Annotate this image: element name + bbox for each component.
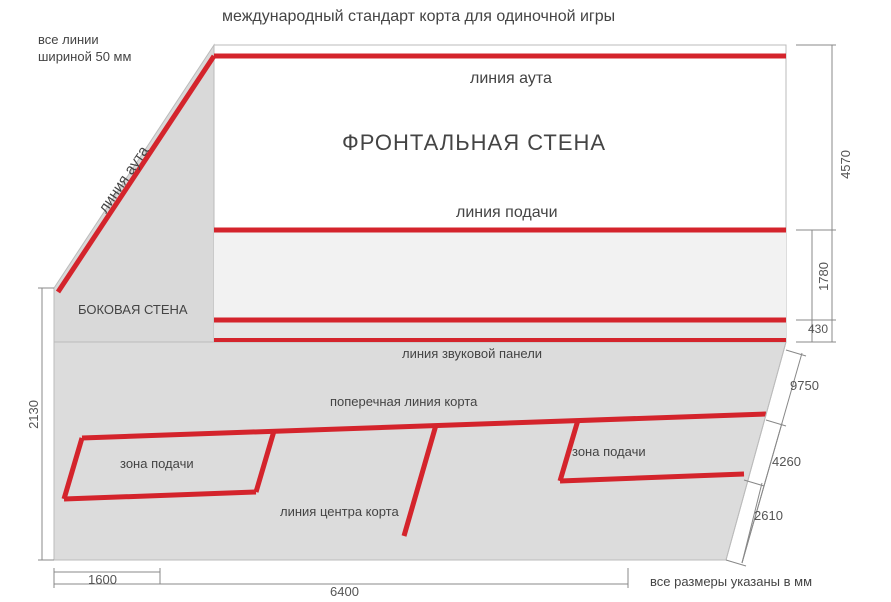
side-wall-label: БОКОВАЯ СТЕНА bbox=[78, 302, 188, 317]
dim-1780: 1780 bbox=[816, 262, 831, 291]
front-out-line-label: линия аута bbox=[470, 70, 552, 88]
short-line-label: поперечная линия корта bbox=[330, 394, 477, 409]
dim-6400: 6400 bbox=[330, 584, 359, 599]
front-wall-label: ФРОНТАЛЬНАЯ СТЕНА bbox=[342, 130, 606, 156]
dim-2610: 2610 bbox=[754, 508, 783, 523]
service-line-label: линия подачи bbox=[456, 204, 558, 222]
squash-court-diagram: { "title": "международный стандарт корта… bbox=[0, 0, 891, 602]
dim-4260: 4260 bbox=[772, 454, 801, 469]
service-box-left-label: зона подачи bbox=[120, 456, 194, 471]
service-box-right-label: зона подачи bbox=[572, 444, 646, 459]
half-court-line-label: линия центра корта bbox=[280, 504, 399, 519]
dim-9750: 9750 bbox=[790, 378, 819, 393]
dim-4570: 4570 bbox=[838, 150, 853, 179]
diagram-title: международный стандарт корта для одиночн… bbox=[222, 8, 615, 26]
linewidth-note: все линиишириной 50 мм bbox=[38, 32, 131, 66]
dim-1600: 1600 bbox=[88, 572, 117, 587]
dim-2130: 2130 bbox=[26, 400, 41, 429]
footer-note: все размеры указаны в мм bbox=[650, 574, 812, 589]
tin-line-label: линия звуковой панели bbox=[402, 346, 542, 361]
dim-430: 430 bbox=[808, 322, 828, 336]
